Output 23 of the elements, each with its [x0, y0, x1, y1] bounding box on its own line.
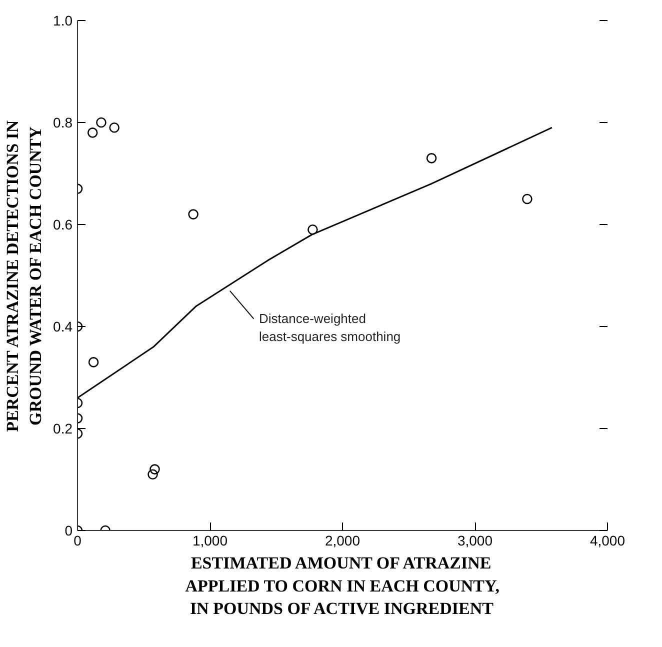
y-tick-label: 1.0: [53, 12, 73, 28]
y-tick-label: 0.6: [53, 216, 73, 232]
y-tick-label: 0.8: [53, 114, 73, 130]
x-tick-label: 4,000: [590, 532, 626, 548]
point: [522, 194, 532, 204]
x-tick-label: 2,000: [324, 532, 360, 548]
x-axis-title: ESTIMATED AMOUNT OF ATRAZINE APPLIED TO CORN IN EACH COUNTY, IN POUNDS OF ACTIVE INGREDIENT: [185, 554, 500, 618]
point: [148, 469, 158, 480]
y-tick-label: 0.2: [53, 420, 73, 436]
point: [150, 464, 160, 474]
point: [109, 122, 120, 133]
annotation: Distance-weighted least-squares smoothing: [259, 311, 401, 344]
point: [426, 153, 437, 164]
point: [308, 224, 318, 235]
point: [88, 357, 99, 368]
y-axis-title: PERCENT ATRAZINE DETECTIONS IN GROUND WATER OF EACH COUNTY: [3, 120, 46, 432]
point: [188, 209, 198, 220]
point: [96, 117, 106, 128]
x-tick-label: 3,000: [457, 532, 493, 548]
point: [87, 128, 98, 138]
y-tick-label: 0.4: [53, 318, 73, 334]
y-tick-label: 0: [64, 522, 73, 538]
x-tick-label: 1,000: [192, 532, 228, 548]
